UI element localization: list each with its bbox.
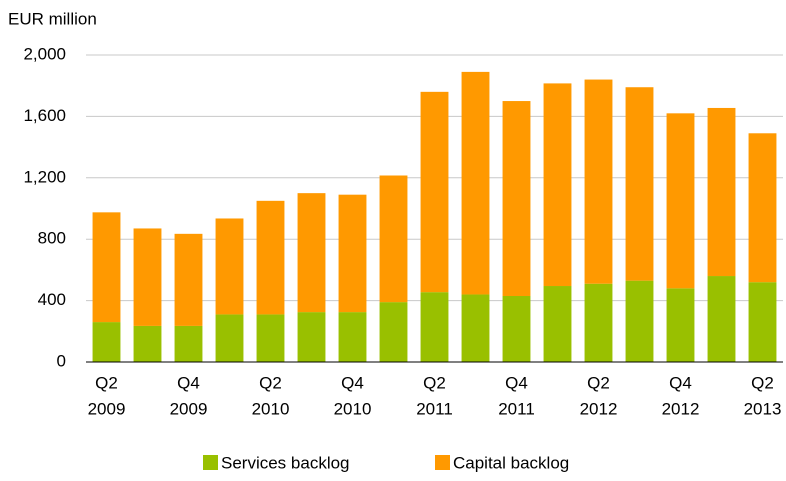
bar-segment [461,71,490,295]
x-tick-label: Q2 [95,373,118,392]
x-tick-label: 2012 [662,399,700,418]
bar-segment [584,283,613,362]
bar-segment [256,200,285,315]
bar-segment [338,312,367,362]
legend-label: Services backlog [221,453,350,472]
bar-segment [174,233,203,326]
bar-segment [461,294,490,362]
x-tick-label: 2011 [498,399,535,418]
bar-segment [502,295,531,362]
x-tick-label: Q4 [669,373,692,392]
bar-segment [625,280,654,362]
bar-segment [133,325,162,362]
bar-segment [338,194,367,313]
legend-label: Capital backlog [453,453,569,472]
y-tick-label: 2,000 [23,44,66,63]
legend-swatch [435,455,450,470]
bar-segment [133,228,162,326]
y-tick-label: 1,200 [23,167,66,186]
y-tick-label: 0 [57,351,66,370]
x-tick-label: Q4 [341,373,364,392]
bar-segment [748,133,777,283]
y-axis-label: EUR million [8,9,97,28]
y-tick-label: 1,600 [23,106,66,125]
bar-segment [92,322,121,362]
bar-segment [543,83,572,287]
y-tick-label: 800 [38,229,66,248]
x-tick-label: Q2 [423,373,446,392]
bar-segment [92,212,121,323]
bar-segment [584,79,613,284]
bar-segment [215,218,244,315]
bar-segment [707,107,736,277]
bar-segment [297,312,326,362]
x-tick-label: 2011 [416,399,453,418]
bar-segment [748,282,777,362]
x-tick-label: 2010 [334,399,372,418]
x-tick-label: 2009 [170,399,208,418]
x-tick-label: Q2 [259,373,282,392]
x-tick-label: 2009 [88,399,126,418]
bar-segment [707,276,736,362]
legend-swatch [203,455,218,470]
x-tick-label: Q2 [587,373,610,392]
bar-segment [215,314,244,362]
x-tick-label: 2010 [252,399,290,418]
bar-segment [297,193,326,313]
bar-segment [420,91,449,293]
bar-segment [379,175,408,303]
bar-segment [666,113,695,289]
bar-segment [256,314,285,362]
x-tick-label: 2012 [580,399,618,418]
x-tick-label: 2013 [744,399,782,418]
x-tick-label: Q2 [751,373,774,392]
x-tick-label: Q4 [177,373,200,392]
bar-segment [420,292,449,362]
bar-segment [502,101,531,296]
bar-segment [174,325,203,362]
y-tick-label: 400 [38,290,66,309]
bar-segment [666,288,695,362]
bar-segment [625,87,654,281]
bar-segment [543,286,572,362]
bar-segment [379,302,408,362]
x-tick-label: Q4 [505,373,528,392]
